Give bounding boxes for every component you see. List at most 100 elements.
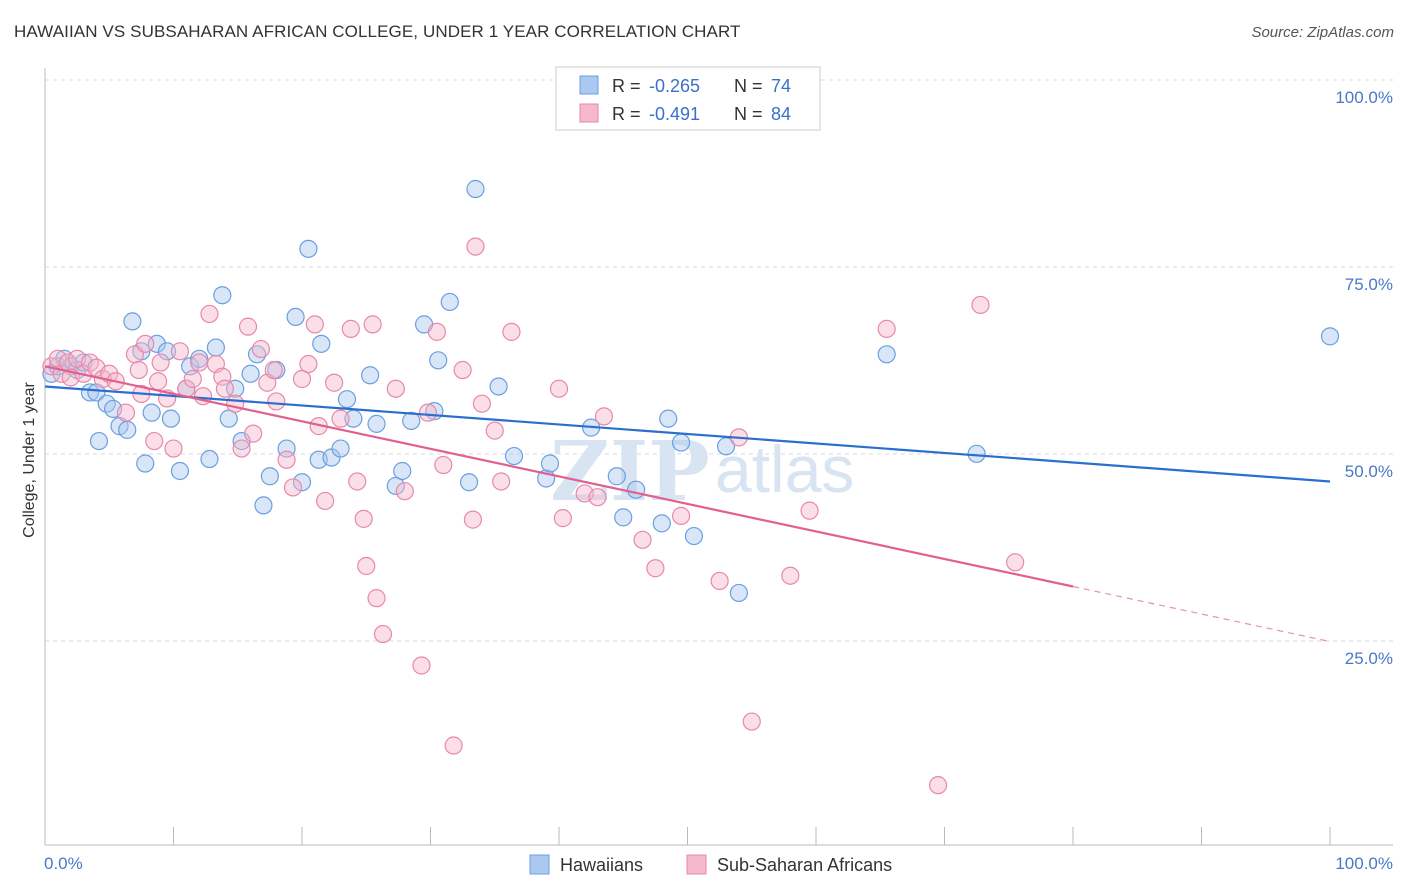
data-point xyxy=(427,322,447,341)
y-tick-labels: 100.0% 75.0% 50.0% 25.0% xyxy=(1335,88,1393,668)
data-point xyxy=(341,319,360,338)
scatter-points xyxy=(42,179,1340,795)
data-point xyxy=(646,559,665,578)
stats-r-label-hawaiians: R = xyxy=(612,76,641,96)
trend-lines xyxy=(44,365,1331,643)
grid-lines xyxy=(45,79,1393,642)
data-point xyxy=(283,478,303,497)
data-point xyxy=(292,369,312,389)
data-point xyxy=(444,736,463,755)
data-point xyxy=(118,420,137,439)
data-point xyxy=(367,414,386,433)
data-point xyxy=(206,338,226,357)
data-point xyxy=(219,409,238,428)
data-point xyxy=(337,390,357,409)
data-point xyxy=(136,454,155,473)
data-point xyxy=(1006,553,1025,572)
legend-swatch-subsaharan xyxy=(686,854,707,875)
data-point xyxy=(492,472,511,491)
trend-line-subsaharan xyxy=(44,365,1074,588)
data-point xyxy=(402,411,421,430)
stats-n-label-hawaiians: N = xyxy=(734,76,763,96)
data-point xyxy=(232,439,251,458)
data-point xyxy=(588,488,607,507)
data-point xyxy=(633,530,652,549)
stats-n-value-hawaiians: 74 xyxy=(771,76,791,96)
data-point xyxy=(213,367,232,386)
y-axis-label: College, Under 1 year xyxy=(21,382,38,538)
chart-source: Source: ZipAtlas.com xyxy=(1251,24,1394,41)
data-point xyxy=(659,409,678,428)
y-tick-label: 100.0% xyxy=(1335,88,1393,107)
data-point xyxy=(466,237,485,256)
data-point xyxy=(215,379,234,398)
data-point xyxy=(142,403,161,422)
data-point xyxy=(489,377,508,396)
data-point xyxy=(710,571,729,591)
data-point xyxy=(254,496,273,515)
data-point xyxy=(472,394,491,413)
data-point xyxy=(238,317,258,336)
data-point xyxy=(148,372,168,391)
series-legend: Hawaiians Sub-Saharan Africans xyxy=(529,854,892,875)
data-point xyxy=(393,461,412,481)
data-point xyxy=(200,449,219,469)
data-point xyxy=(684,526,704,546)
data-point xyxy=(183,369,202,389)
y-tick-label: 75.0% xyxy=(1345,275,1393,294)
data-point xyxy=(80,383,100,402)
data-point xyxy=(357,556,376,576)
data-point xyxy=(129,360,148,380)
data-point xyxy=(877,345,896,364)
data-point xyxy=(466,179,485,199)
data-point xyxy=(226,394,245,413)
data-point xyxy=(226,379,245,398)
data-point xyxy=(116,403,136,422)
data-point xyxy=(395,482,414,501)
x-tick-label-right: 100.0% xyxy=(1335,854,1393,873)
data-point xyxy=(190,353,209,372)
data-point xyxy=(299,239,318,258)
data-point xyxy=(967,444,986,463)
data-point xyxy=(151,353,170,372)
data-point xyxy=(453,360,472,380)
data-point xyxy=(553,509,572,528)
data-point xyxy=(267,392,286,411)
data-point xyxy=(292,473,312,492)
data-point xyxy=(213,286,232,305)
stats-n-label-subsaharan: N = xyxy=(734,104,763,124)
data-point xyxy=(286,307,305,327)
data-point xyxy=(729,583,749,603)
legend-label-subsaharan: Sub-Saharan Africans xyxy=(717,855,892,875)
data-point xyxy=(264,360,283,380)
chart-title: HAWAIIAN VS SUBSAHARAN AFRICAN COLLEGE, … xyxy=(14,22,741,41)
data-point xyxy=(386,476,405,496)
data-point xyxy=(434,455,453,475)
stats-r-label-subsaharan: R = xyxy=(612,104,641,124)
series-hawaiians-points xyxy=(42,179,1340,603)
data-point xyxy=(429,351,448,370)
data-point xyxy=(463,510,483,529)
data-point xyxy=(386,379,405,398)
data-point xyxy=(305,315,324,334)
y-tick-label: 25.0% xyxy=(1345,649,1393,668)
data-point xyxy=(277,450,296,469)
data-point xyxy=(367,589,386,608)
data-point xyxy=(373,624,393,644)
data-point xyxy=(652,514,671,533)
series-subsaharan-points xyxy=(42,237,1025,795)
stats-r-value-hawaiians: -0.265 xyxy=(649,76,700,96)
trend-line-hawaiians xyxy=(44,385,1331,483)
data-point xyxy=(418,403,438,422)
data-point xyxy=(161,409,181,428)
data-point xyxy=(164,439,183,458)
data-point xyxy=(170,342,190,361)
data-point xyxy=(299,354,318,374)
data-point xyxy=(348,472,367,491)
stats-swatch-subsaharan xyxy=(579,103,599,123)
data-point xyxy=(145,431,164,451)
data-point xyxy=(331,409,350,428)
data-point xyxy=(549,379,569,398)
data-point xyxy=(504,446,524,466)
